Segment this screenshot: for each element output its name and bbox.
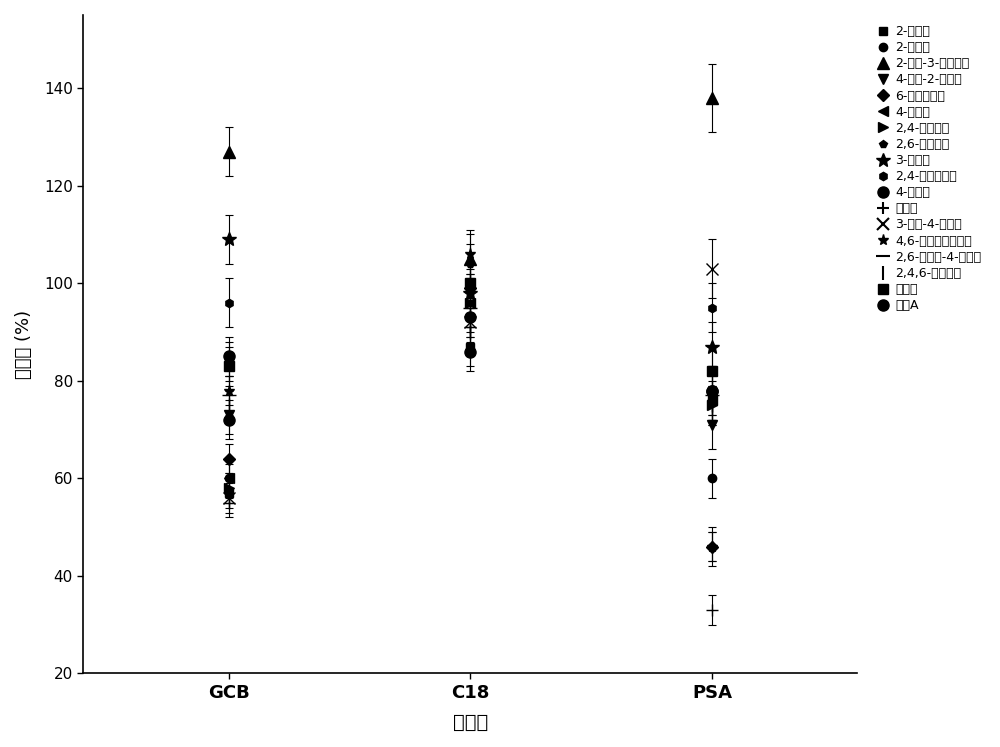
Y-axis label: 回收率 (%): 回收率 (%) xyxy=(15,310,33,379)
Legend: 2-溯苯酚, 2-硒基酚, 2-硒基-3-甲基苯酚, 4-甲基-2-硒基酚, 6-硒基间甲酚, 4-溯苯酚, 2,4-二溯苯酚, 2,6-二溯苯酚, 3-硒基酚: 2-溯苯酚, 2-硒基酚, 2-硒基-3-甲基苯酚, 4-甲基-2-硒基酚, 6… xyxy=(871,21,985,316)
X-axis label: 净化剂: 净化剂 xyxy=(453,713,488,732)
